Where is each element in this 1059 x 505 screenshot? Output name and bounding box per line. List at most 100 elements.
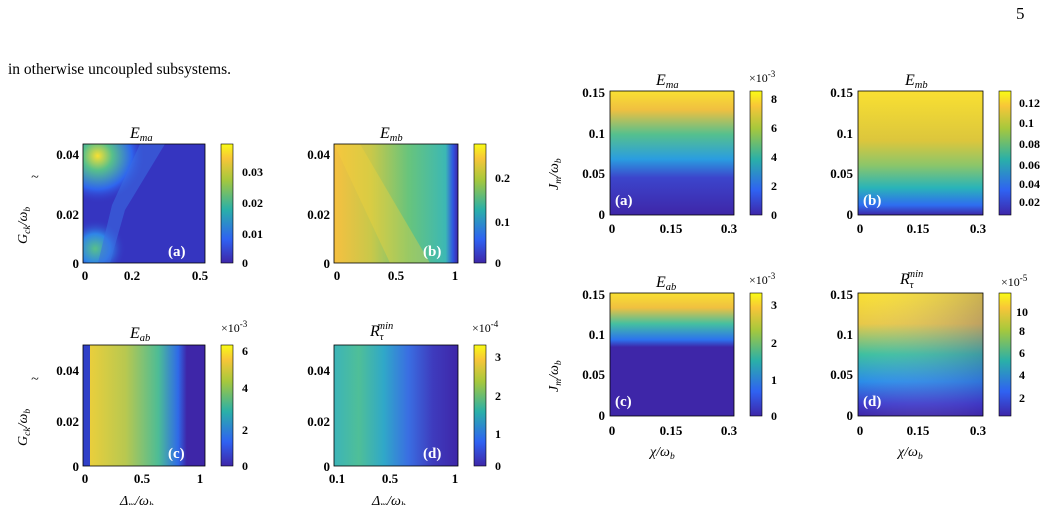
- y-tick: 0: [599, 408, 606, 423]
- x-tick: 0.5: [388, 268, 405, 283]
- y-tick: 0.05: [582, 367, 605, 382]
- y-tick: 0.05: [830, 367, 853, 382]
- cbar-multiplier: ×10-4: [472, 319, 499, 335]
- cbar-tick: 6: [242, 344, 248, 358]
- y-tick: 0.15: [582, 85, 605, 100]
- cbar-tick: 0.01: [242, 227, 263, 241]
- x-tick: 0.3: [721, 423, 738, 438]
- x-tick: 0.5: [382, 471, 399, 486]
- panel-tag: (a): [615, 193, 633, 209]
- y-tick: 0.1: [589, 327, 605, 342]
- y-tick: 0: [73, 256, 80, 271]
- x-tick: 0.5: [192, 268, 209, 283]
- panel-title: Ema: [129, 125, 153, 144]
- y-tick: 0.1: [837, 327, 853, 342]
- cbar-tick: 2: [495, 389, 501, 403]
- x-tick: 0.15: [660, 423, 683, 438]
- panel-title: Eab: [655, 274, 676, 293]
- cbar-tick: 1: [771, 373, 777, 387]
- panel-title: Rτmin: [899, 269, 923, 291]
- heatmap-ridge: [98, 144, 165, 263]
- colorbar: [998, 292, 1012, 417]
- left-panel-b: (b) Emb 0.04 0.02 0 0 0.5 1 0 0.1 0.2: [307, 125, 510, 283]
- cbar-multiplier: ×10-3: [221, 319, 248, 335]
- x-tick: 0.2: [124, 268, 140, 283]
- panel-tag: (a): [168, 244, 186, 260]
- colorbar: [220, 143, 234, 264]
- cbar-tick: 4: [1019, 368, 1025, 382]
- y-tick: 0.02: [307, 207, 330, 222]
- y-tick: 0.02: [56, 207, 79, 222]
- x-tick: 0: [609, 221, 616, 236]
- panel-tag: (d): [863, 394, 881, 410]
- heatmap-tilt: [858, 293, 983, 416]
- y-tick: 0.1: [837, 126, 853, 141]
- y-tick: 0.02: [56, 414, 79, 429]
- cbar-tick: 8: [771, 92, 777, 106]
- x-tick: 0.3: [970, 423, 987, 438]
- cbar-tick: 0.04: [1019, 177, 1040, 191]
- y-tick: 0: [73, 459, 80, 474]
- y-tick: 0.02: [307, 414, 330, 429]
- y-axis-tilde: ~: [31, 170, 39, 185]
- y-tick: 0.1: [589, 126, 605, 141]
- y-tick: 0.05: [830, 166, 853, 181]
- x-tick: 0.5: [134, 471, 151, 486]
- panel-tag: (b): [863, 193, 881, 209]
- cbar-tick: 0: [495, 256, 501, 270]
- x-tick: 0.15: [907, 221, 930, 236]
- y-tick: 0.04: [56, 147, 79, 162]
- x-tick: 0: [334, 268, 341, 283]
- cbar-tick: 0: [242, 256, 248, 270]
- left-panel-c: (c) Eab 0.04 0.02 0 0 0.5 1 0 2 4 6 ×10-…: [56, 319, 248, 486]
- body-text-fragment: in otherwise uncoupled subsystems.: [8, 61, 232, 78]
- colorbar: [473, 344, 487, 467]
- y-tick: 0.15: [830, 287, 853, 302]
- panel-title: Rτmin: [369, 321, 393, 343]
- cbar-tick: 0.06: [1019, 158, 1040, 172]
- cbar-tick: 4: [242, 381, 248, 395]
- x-tick: 1: [197, 471, 204, 486]
- cbar-multiplier: ×10-3: [749, 69, 776, 85]
- panel-tag: (c): [615, 394, 632, 410]
- right-panel-d: (d) Rτmin 0.15 0.1 0.05 0 0 0.15 0.3 2 4…: [830, 269, 1028, 438]
- x-tick: 0.3: [721, 221, 738, 236]
- cbar-tick: 6: [771, 121, 777, 135]
- x-tick: 0.15: [907, 423, 930, 438]
- x-tick: 0: [857, 423, 864, 438]
- figure-right: (a) Ema 0.15 0.1 0.05 0 0 0.15 0.3 0 2 4…: [547, 69, 1040, 462]
- x-tick: 0: [82, 471, 89, 486]
- cbar-multiplier: ×10-5: [1001, 273, 1028, 289]
- cbar-tick: 2: [771, 179, 777, 193]
- y-tick: 0: [324, 459, 331, 474]
- cbar-tick: 2: [1019, 391, 1025, 405]
- cbar-tick: 0.12: [1019, 96, 1040, 110]
- colorbar: [749, 292, 763, 417]
- heatmap-fill: [858, 91, 983, 215]
- cbar-tick: 0.2: [495, 171, 510, 185]
- cbar-tick: 2: [771, 336, 777, 350]
- cbar-tick: 0.03: [242, 165, 263, 179]
- panel-title: Eab: [129, 325, 150, 344]
- cbar-tick: 0.1: [1019, 116, 1034, 130]
- y-tick: 0.04: [307, 147, 330, 162]
- y-tick: 0.05: [582, 166, 605, 181]
- left-panel-a: (a) Ema 0.04 0.02 0 0 0.2 0.5 0 0.01 0.0…: [56, 125, 263, 283]
- panel-title: Emb: [904, 72, 928, 91]
- y-tick: 0: [599, 207, 606, 222]
- panel-tag: (b): [423, 244, 441, 260]
- cbar-multiplier: ×10-3: [749, 271, 776, 287]
- y-tick: 0: [847, 207, 854, 222]
- colorbar: [998, 90, 1012, 216]
- cbar-tick: 0: [771, 208, 777, 222]
- y-tick: 0.15: [830, 85, 853, 100]
- cbar-tick: 4: [771, 150, 777, 164]
- y-tick: 0.04: [307, 363, 330, 378]
- cbar-tick: 8: [1019, 324, 1025, 338]
- x-tick: 1: [452, 268, 459, 283]
- figure-left: (a) Ema 0.04 0.02 0 0 0.2 0.5 0 0.01 0.0…: [16, 125, 510, 505]
- cbar-tick: 6: [1019, 346, 1025, 360]
- cbar-tick: 0: [495, 459, 501, 473]
- y-tick: 0.15: [582, 287, 605, 302]
